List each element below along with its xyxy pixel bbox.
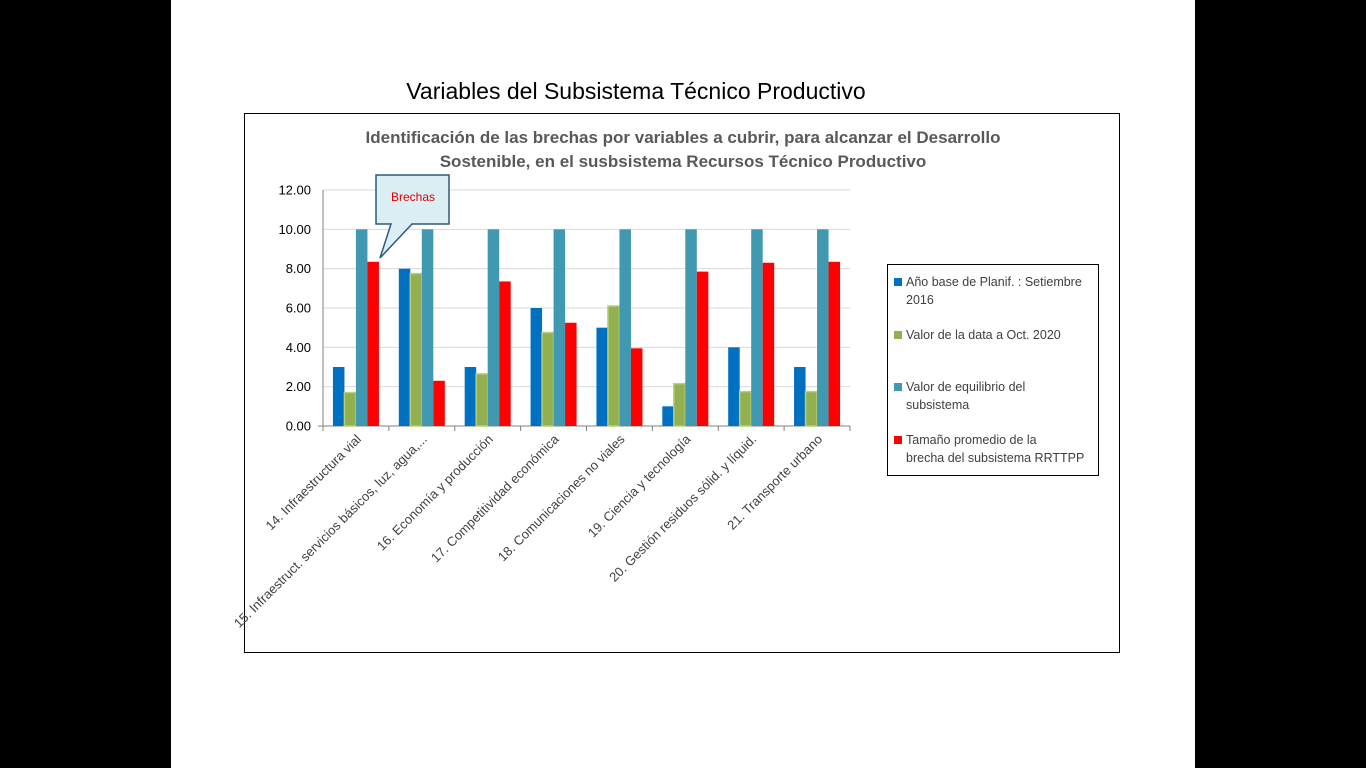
bar-gap-5 [630, 348, 643, 426]
bar-data-2020-1 [343, 391, 357, 427]
bar-base-year-2 [398, 268, 411, 426]
chart-title-line-1: Identificación de las brechas por variab… [365, 128, 1001, 147]
x-tick-label: 17. Competitividad económica [428, 431, 562, 565]
chart-legend: Año base de Planif. : Setiembre 2016 Val… [887, 264, 1099, 476]
bar-gap-3 [499, 281, 511, 426]
legend-label-base-year-line-1: Año base de Planif. : Setiembre [906, 275, 1082, 289]
bar-equilibrium-4 [553, 229, 566, 426]
bar-gap-2 [433, 380, 445, 426]
bar-base-year-1 [332, 367, 345, 426]
x-tick-label: 16. Economía y producción [374, 432, 496, 554]
bar-gap-7 [762, 262, 775, 426]
bar-data-2020-7 [738, 390, 752, 427]
bar-equilibrium-5 [619, 229, 631, 426]
legend-label-gap-line-2: brecha del subsistema RRTTPP [906, 451, 1085, 465]
bar-base-year-3 [464, 367, 477, 426]
legend-swatch-equilibrium [894, 383, 902, 391]
bar-base-year-7 [728, 347, 740, 426]
bar-equilibrium-1 [355, 229, 368, 426]
y-tick-label: 4.00 [286, 340, 311, 355]
callout-label: Brechas [390, 190, 436, 204]
chart-title: Identificación de las brechas por variab… [300, 126, 1066, 174]
legend-label-data-2020: Valor de la data a Oct. 2020 [906, 328, 1061, 342]
callout-bubble [375, 174, 450, 259]
legend-label-base-year-line-2: 2016 [906, 293, 934, 307]
bar-equilibrium-8 [817, 229, 829, 426]
legend-label-gap-line-1: Tamaño promedio de la [906, 433, 1037, 447]
bar-gap-1 [367, 261, 379, 426]
bar-equilibrium-7 [751, 229, 763, 426]
y-tick-label: 12.00 [278, 183, 311, 198]
y-tick-label: 6.00 [286, 301, 311, 316]
bar-base-year-4 [530, 308, 543, 426]
legend-swatch-gap [894, 436, 902, 444]
legend-swatch-data-2020 [894, 331, 902, 339]
bar-data-2020-3 [475, 373, 489, 427]
bar-base-year-8 [794, 367, 806, 426]
bar-gap-4 [565, 322, 577, 426]
x-tick-label: 20. Gestión residuos sólid. y líquid. [606, 432, 759, 585]
legend-label-equilibrium-line-2: subsistema [906, 398, 970, 412]
y-tick-label: 2.00 [286, 379, 311, 394]
slide-title: Variables del Subsistema Técnico Product… [406, 78, 866, 104]
bar-base-year-5 [596, 327, 608, 426]
bar-data-2020-6 [673, 382, 687, 427]
chart-title-line-2: Sostenible, en el susbsistema Recursos T… [439, 152, 927, 171]
y-tick-label: 8.00 [286, 261, 311, 276]
bar-equilibrium-6 [685, 229, 697, 426]
y-tick-label: 10.00 [278, 222, 311, 237]
bar-equilibrium-2 [421, 229, 434, 426]
bar-data-2020-4 [541, 331, 555, 427]
bar-equilibrium-3 [487, 229, 500, 426]
bar-data-2020-2 [409, 272, 423, 427]
bar-data-2020-8 [804, 390, 818, 427]
legend-swatch-base-year [894, 278, 902, 286]
legend-label-equilibrium-line-1: Valor de equilibrio del [906, 380, 1026, 394]
x-tick-label: 18. Comunicaciones no viales [495, 431, 628, 564]
bar-base-year-6 [662, 406, 674, 426]
bar-gap-8 [828, 261, 841, 426]
bar-gap-6 [696, 271, 709, 426]
bar-data-2020-5 [607, 305, 621, 427]
y-tick-label: 0.00 [286, 419, 311, 434]
